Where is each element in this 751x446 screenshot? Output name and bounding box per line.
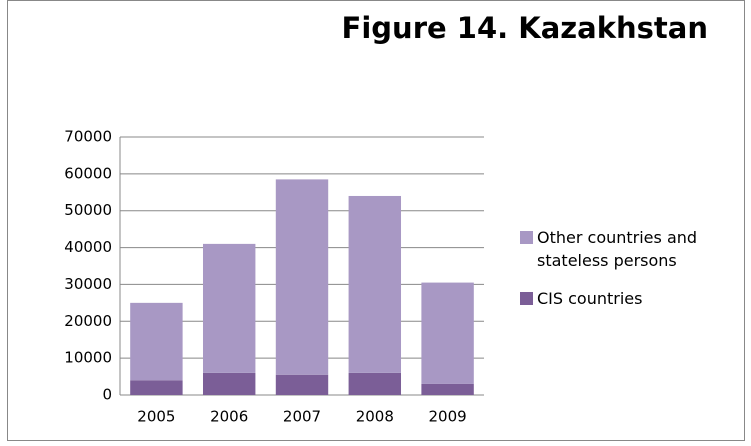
x-tick-label: 2009: [429, 408, 467, 426]
legend-item: CIS countries: [520, 287, 740, 310]
chart-title: Figure 14. Kazakhstan: [342, 11, 708, 45]
x-tick-label: 2005: [137, 408, 175, 426]
bar-segment: [421, 383, 474, 395]
bar-segment: [130, 380, 183, 395]
frame: [7, 0, 745, 441]
bar-segment: [275, 374, 329, 395]
bar-segment: [348, 372, 402, 395]
legend-item: Other countries and stateless persons: [520, 226, 740, 272]
y-tick-label: 0: [102, 386, 112, 404]
legend-swatch: [520, 231, 533, 244]
y-tick-label: 40000: [64, 238, 112, 256]
x-tick-label: 2008: [356, 408, 394, 426]
y-tick-label: 60000: [64, 164, 112, 182]
x-tick-label: 2007: [283, 408, 321, 426]
legend-label: Other countries and stateless persons: [537, 228, 698, 270]
bar-segment: [348, 195, 402, 373]
y-tick-label: 30000: [64, 275, 112, 293]
y-tick-label: 50000: [64, 201, 112, 219]
y-tick-label: 10000: [64, 349, 112, 367]
legend-label: CIS countries: [537, 289, 643, 308]
bar-segment: [275, 179, 329, 375]
legend: Other countries and stateless persons CIS…: [520, 226, 740, 325]
bar-segment: [202, 372, 256, 395]
legend-swatch: [520, 292, 533, 305]
bar-segment: [130, 302, 183, 381]
y-tick-label: 20000: [64, 312, 112, 330]
bar-segment: [202, 243, 256, 373]
bar-segment: [421, 282, 474, 384]
x-tick-label: 2006: [210, 408, 248, 426]
y-tick-label: 70000: [64, 128, 112, 146]
